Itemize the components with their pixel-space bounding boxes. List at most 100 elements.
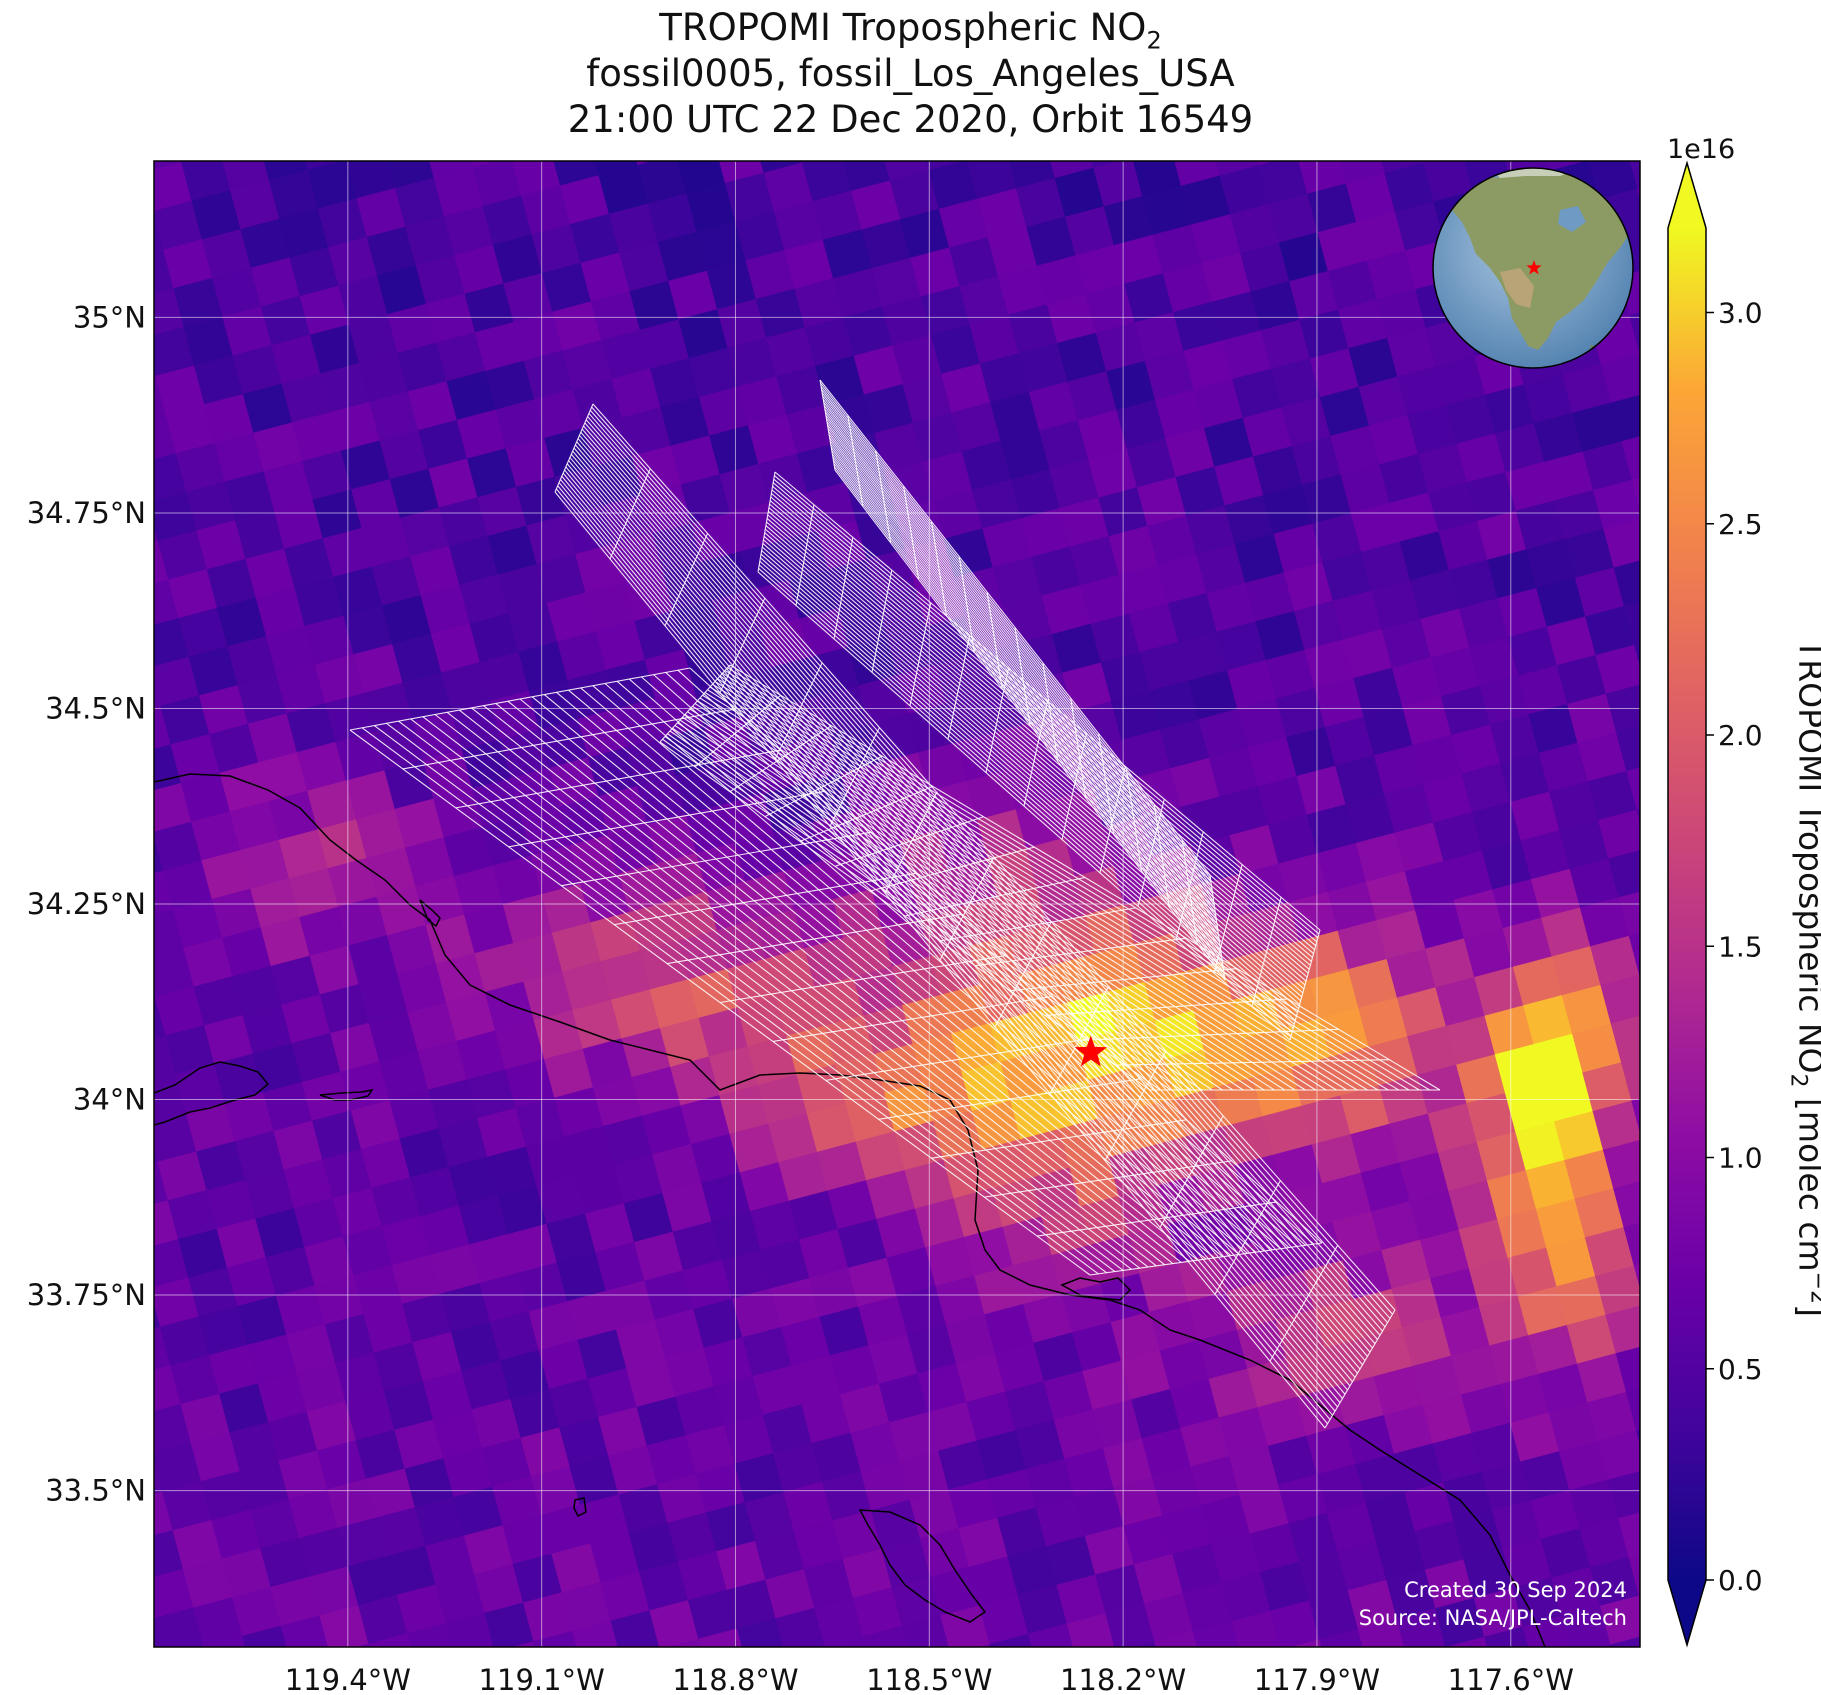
no2-pixel bbox=[1043, 1370, 1095, 1422]
no2-pixel bbox=[1224, 494, 1276, 546]
no2-pixel bbox=[1000, 1672, 1051, 1695]
no2-pixel bbox=[255, 1207, 307, 1260]
no2-pixel bbox=[1365, 1491, 1417, 1544]
no2-pixel bbox=[987, 226, 1039, 278]
no2-pixel bbox=[1049, 458, 1101, 510]
no2-pixel bbox=[884, 1081, 936, 1134]
no2-pixel bbox=[977, 808, 1029, 861]
no2-pixel bbox=[93, 1375, 144, 1426]
no2-pixel bbox=[753, 161, 805, 175]
no2-pixel bbox=[1510, 1412, 1562, 1464]
no2-pixel bbox=[1185, 504, 1238, 557]
no2-pixel bbox=[328, 236, 380, 288]
lat-tick-label: 33.75°N bbox=[27, 1278, 146, 1312]
no2-pixel bbox=[214, 1053, 266, 1105]
no2-pixel bbox=[752, 1365, 804, 1417]
no2-pixel bbox=[1211, 1533, 1263, 1585]
no2-pixel bbox=[802, 161, 854, 203]
no2-pixel bbox=[211, 1509, 263, 1561]
no2-pixel bbox=[677, 1550, 729, 1603]
no2-pixel bbox=[435, 1573, 487, 1626]
no2-pixel bbox=[1512, 956, 1565, 1008]
no2-pixel bbox=[1623, 1216, 1640, 1268]
no2-pixel bbox=[1561, 1605, 1613, 1647]
no2-pixel bbox=[237, 1295, 289, 1347]
no2-pixel bbox=[154, 947, 196, 999]
no2-pixel bbox=[275, 1285, 328, 1337]
no2-pixel bbox=[726, 1579, 778, 1631]
no2-pixel bbox=[1151, 1465, 1204, 1518]
no2-pixel bbox=[668, 270, 720, 322]
no2-pixel bbox=[1389, 492, 1441, 544]
no2-pixel bbox=[912, 412, 965, 464]
no2-pixel bbox=[80, 1172, 131, 1223]
no2-pixel bbox=[1613, 1177, 1640, 1229]
no2-pixel bbox=[683, 1259, 735, 1311]
no2-pixel bbox=[446, 991, 498, 1043]
no2-pixel bbox=[479, 651, 532, 703]
no2-pixel bbox=[365, 1468, 418, 1520]
no2-pixel bbox=[616, 697, 668, 750]
map-gridlines bbox=[154, 161, 1640, 1647]
no2-pixel bbox=[945, 1313, 998, 1366]
no2-pixel bbox=[1311, 1133, 1364, 1186]
no2-pixel bbox=[1093, 161, 1145, 209]
no2-pixel bbox=[1080, 574, 1132, 626]
no2-pixel bbox=[1536, 577, 1588, 629]
no2-pixel bbox=[611, 368, 663, 420]
no2-pixel bbox=[1479, 1296, 1531, 1348]
no2-pixel bbox=[1430, 1267, 1482, 1320]
no2-pixel bbox=[407, 1622, 459, 1647]
no2-pixel bbox=[644, 648, 697, 701]
no2-pixel bbox=[734, 831, 787, 884]
globe-desert bbox=[1500, 268, 1534, 308]
no2-pixel bbox=[1623, 595, 1640, 647]
no2-pixel bbox=[925, 1236, 977, 1288]
no2-pixel bbox=[657, 231, 710, 283]
no2-pixel bbox=[492, 1475, 544, 1528]
no2-pixel bbox=[664, 1347, 717, 1399]
no2-pixel bbox=[1394, 1442, 1446, 1495]
no2-pixel bbox=[1239, 1484, 1291, 1536]
no2-pixel bbox=[1113, 1476, 1165, 1528]
no2-pixel bbox=[1002, 1215, 1054, 1268]
no2-pixel bbox=[271, 334, 323, 386]
no2-pixel bbox=[546, 1213, 598, 1265]
no2-pixel bbox=[1535, 1198, 1588, 1250]
colorbar-extend-top bbox=[1668, 163, 1706, 228]
no2-pixel bbox=[649, 978, 701, 1031]
no2-pixel bbox=[160, 694, 212, 747]
no2-pixel bbox=[531, 844, 583, 896]
no2-pixel bbox=[1286, 726, 1338, 778]
no2-pixel bbox=[1373, 744, 1426, 796]
no2-pixel bbox=[1012, 1254, 1065, 1306]
no2-pixel bbox=[1600, 1595, 1640, 1647]
no2-pixel bbox=[878, 1373, 931, 1425]
no2-pixel bbox=[405, 836, 457, 889]
no2-pixel bbox=[423, 161, 475, 180]
no2-pixel bbox=[474, 321, 527, 373]
no2-pixel bbox=[736, 1617, 789, 1647]
no2-pixel bbox=[569, 1455, 621, 1507]
no2-pixel bbox=[1397, 365, 1449, 418]
no2-pixel bbox=[829, 1344, 882, 1396]
no2-pixel bbox=[1299, 309, 1351, 361]
no2-pixel bbox=[843, 306, 895, 358]
no2-pixel bbox=[1152, 224, 1204, 276]
no2-pixel bbox=[492, 233, 545, 286]
no2-pixel bbox=[1172, 1543, 1224, 1595]
no2-pixel bbox=[1322, 551, 1374, 603]
no2-pixel bbox=[552, 300, 604, 353]
no2-pixel bbox=[1198, 708, 1250, 760]
no2-pixel bbox=[990, 391, 1042, 443]
no2-pixel bbox=[747, 414, 800, 466]
no2-pixel bbox=[159, 1315, 212, 1368]
no2-pixel bbox=[1562, 363, 1614, 415]
no2-pixel bbox=[687, 1589, 740, 1641]
no2-pixel bbox=[1296, 161, 1349, 196]
no2-pixel bbox=[214, 1674, 265, 1695]
no2-pixel bbox=[688, 347, 741, 399]
no2-pixel bbox=[1167, 592, 1220, 644]
no2-pixel bbox=[461, 1359, 513, 1412]
no2-pixel bbox=[933, 489, 985, 541]
